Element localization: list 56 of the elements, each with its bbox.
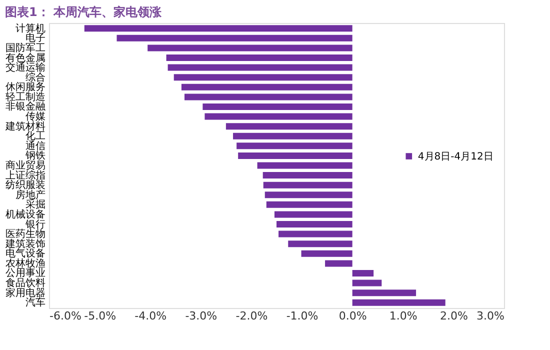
bar — [274, 211, 352, 218]
bar — [276, 221, 352, 228]
bar — [301, 250, 352, 257]
bar — [233, 132, 352, 140]
y-tick-label: 综合 — [26, 71, 46, 84]
x-tick-label: 2.0% — [440, 310, 468, 322]
bar — [168, 64, 352, 71]
bar — [266, 201, 352, 208]
bar — [352, 290, 416, 296]
y-tick-label: 非银金融 — [6, 100, 46, 113]
y-tick-label: 国防军工 — [6, 42, 46, 54]
x-tick-label: 1.0% — [389, 310, 418, 322]
y-tick-label: 计算机 — [16, 22, 46, 34]
x-tick-label: -3.0% — [185, 310, 218, 322]
x-tick-label: -5.0% — [84, 310, 116, 322]
bar — [184, 94, 352, 100]
y-tick-label: 银行 — [24, 219, 46, 230]
x-tick-label: 0.0% — [338, 310, 367, 322]
x-tick-label: -2.0% — [236, 310, 268, 322]
bar — [325, 260, 352, 267]
y-tick-label: 建筑材料 — [4, 120, 46, 132]
y-tick-label: 电子 — [26, 32, 46, 44]
legend-label: 4月8日-4月12日 — [418, 151, 494, 162]
bar — [278, 230, 352, 238]
bar — [226, 123, 352, 130]
y-tick-label: 有色金属 — [6, 52, 46, 64]
bar — [238, 152, 352, 159]
bar — [236, 142, 352, 150]
y-tick-label: 房地产 — [16, 188, 46, 201]
y-tick-label: 采掘 — [26, 198, 46, 211]
bar — [116, 34, 352, 42]
bar — [204, 113, 352, 120]
bar — [181, 84, 352, 90]
bar — [288, 240, 352, 248]
bar — [352, 299, 446, 306]
bar — [352, 280, 382, 286]
chart-title: 图表1： 本周汽车、家电领涨 — [5, 4, 163, 19]
x-tick-label: -6.0% — [50, 310, 82, 322]
bar — [202, 103, 352, 110]
bar — [352, 270, 374, 276]
bar — [148, 44, 352, 52]
x-tick-label: -4.0% — [134, 310, 167, 322]
y-tick-label: 机械设备 — [6, 208, 46, 220]
bar — [263, 182, 352, 188]
bar — [264, 192, 352, 198]
y-tick-label: 家用电器 — [6, 286, 46, 299]
x-tick-label: 3.0% — [476, 310, 504, 322]
bar — [166, 54, 352, 62]
bar — [262, 172, 352, 179]
bar — [257, 162, 352, 169]
y-tick-label: 通信 — [26, 140, 46, 152]
bar — [174, 74, 352, 81]
y-tick-label: 汽车 — [26, 296, 46, 309]
y-tick-label: 商业贸易 — [6, 160, 46, 172]
x-tick-label: -1.0% — [286, 310, 318, 322]
bar — [84, 25, 352, 32]
